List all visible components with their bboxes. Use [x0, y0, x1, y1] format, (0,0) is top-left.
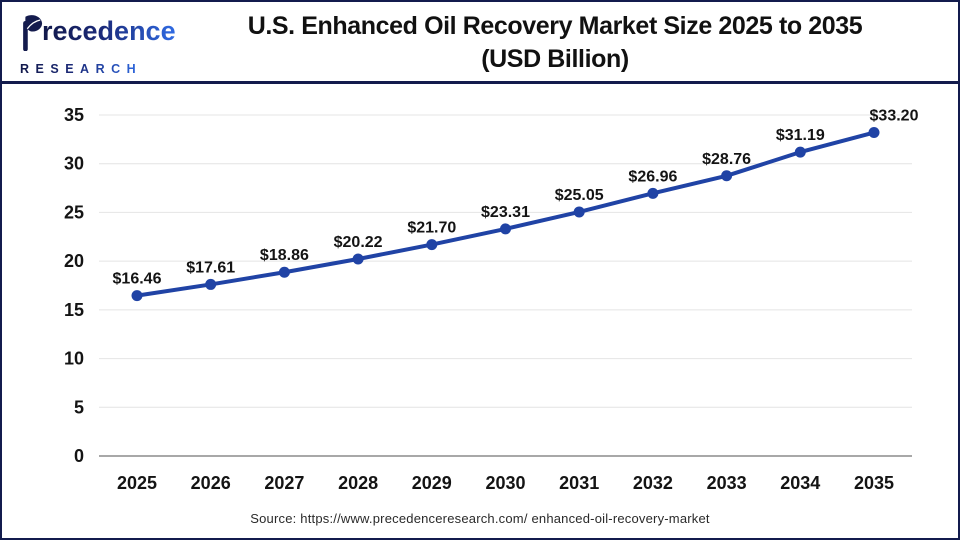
data-point — [131, 290, 143, 302]
y-axis-tick-label: 0 — [74, 446, 84, 466]
chart-title: U.S. Enhanced Oil Recovery Market Size 2… — [248, 10, 863, 76]
data-point — [573, 206, 585, 218]
x-axis-tick-label: 2032 — [633, 473, 673, 493]
header-divider — [2, 81, 958, 84]
data-point-label: $31.19 — [776, 127, 825, 144]
y-axis-tick-label: 5 — [74, 397, 84, 417]
data-point — [721, 170, 733, 182]
y-axis-tick-label: 30 — [64, 154, 84, 174]
x-axis-tick-label: 2033 — [707, 473, 747, 493]
data-point-label: $26.96 — [628, 168, 677, 185]
data-point — [500, 223, 511, 235]
data-point-label: $25.05 — [555, 187, 604, 204]
chart-title-line2: (USD Billion) — [481, 45, 629, 73]
logo-subname-text: RESEARCH — [20, 52, 142, 86]
data-point — [868, 127, 880, 139]
data-point-label: $21.70 — [407, 220, 456, 237]
x-axis-tick-label: 2029 — [412, 473, 452, 493]
data-point-label: $17.61 — [186, 259, 235, 276]
data-point — [794, 146, 806, 158]
data-point — [352, 253, 364, 265]
data-point-label: $33.20 — [870, 108, 919, 125]
data-point — [205, 278, 217, 290]
x-axis-tick-label: 2028 — [338, 473, 378, 493]
precedence-research-logo: recedence RESEARCH — [18, 14, 176, 86]
x-axis-tick-label: 2030 — [485, 473, 525, 493]
x-axis-tick-label: 2035 — [854, 473, 894, 493]
y-axis-tick-label: 20 — [64, 251, 84, 271]
logo-name-text: recedence — [42, 16, 176, 46]
data-point — [426, 239, 438, 251]
header: recedence RESEARCH U.S. Enhanced Oil Rec… — [2, 2, 958, 81]
data-point-label: $16.46 — [113, 271, 162, 288]
y-axis-tick-label: 10 — [64, 349, 84, 369]
data-point — [647, 187, 659, 199]
data-point-label: $18.86 — [260, 247, 309, 264]
data-point — [278, 266, 290, 278]
data-point-label: $28.76 — [702, 151, 751, 168]
logo-wordmark: recedence — [18, 14, 176, 51]
chart-title-line1: U.S. Enhanced Oil Recovery Market Size 2… — [247, 12, 863, 40]
x-axis-tick-label: 2034 — [780, 473, 820, 493]
x-axis-tick-label: 2027 — [264, 473, 304, 493]
y-axis-tick-label: 25 — [64, 202, 84, 222]
data-point-label: $23.31 — [481, 204, 530, 221]
x-axis-tick-label: 2031 — [559, 473, 599, 493]
y-axis-tick-label: 35 — [64, 105, 84, 125]
x-axis-tick-label: 2026 — [191, 473, 231, 493]
data-point-label: $20.22 — [334, 234, 383, 251]
y-axis-tick-label: 15 — [64, 300, 84, 320]
source-citation: Source: https://www.precedenceresearch.c… — [250, 511, 710, 526]
leaf-p-icon — [23, 15, 43, 51]
x-axis-tick-label: 2025 — [117, 473, 157, 493]
